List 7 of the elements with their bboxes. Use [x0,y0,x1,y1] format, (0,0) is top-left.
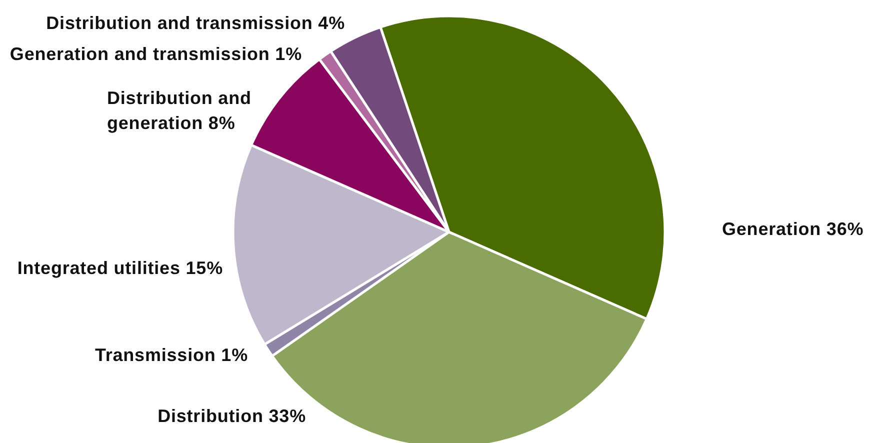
slice-label: Generation 36% [722,219,864,239]
slice-label: Generation and transmission 1% [10,44,302,64]
slice-label: Distribution and generation 8% [107,88,252,133]
slice-label: Transmission 1% [94,345,248,365]
slice-label: Integrated utilities 15% [17,258,223,278]
slice-label: Distribution 33% [158,406,306,426]
slice-label: Distribution and transmission 4% [46,13,345,33]
